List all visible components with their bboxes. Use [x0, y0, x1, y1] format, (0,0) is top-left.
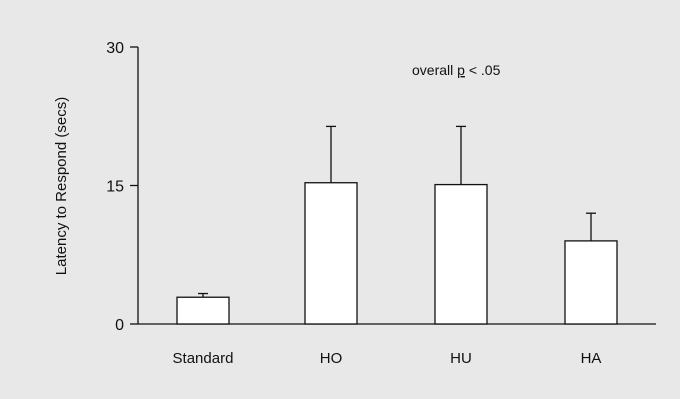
- x-labels: Standard HO HU HA: [173, 350, 602, 367]
- bar-ho: [304, 182, 358, 325]
- y-ticks: 0 15 30: [106, 40, 138, 334]
- y-tick-label: 15: [106, 179, 124, 196]
- x-tick-label: Standard: [173, 350, 234, 367]
- bar-ha: [564, 240, 618, 325]
- y-axis-title: Latency to Respond (secs): [53, 97, 70, 275]
- plot-area: 0 15 30 Standard HO HU HA: [106, 40, 656, 367]
- annotation-suffix: < .05: [465, 62, 501, 78]
- annotation-prefix: overall: [412, 62, 457, 78]
- bar-standard: [176, 296, 230, 325]
- x-tick-label: HU: [450, 350, 472, 367]
- y-tick-label: 30: [106, 40, 124, 57]
- y-tick-label: 0: [115, 317, 124, 334]
- bar-hu: [434, 183, 488, 325]
- x-tick-label: HA: [581, 350, 602, 367]
- significance-annotation: overall p < .05: [412, 62, 501, 78]
- bars: [176, 125, 618, 325]
- annotation-p: p: [457, 62, 465, 78]
- x-tick-label: HO: [320, 350, 343, 367]
